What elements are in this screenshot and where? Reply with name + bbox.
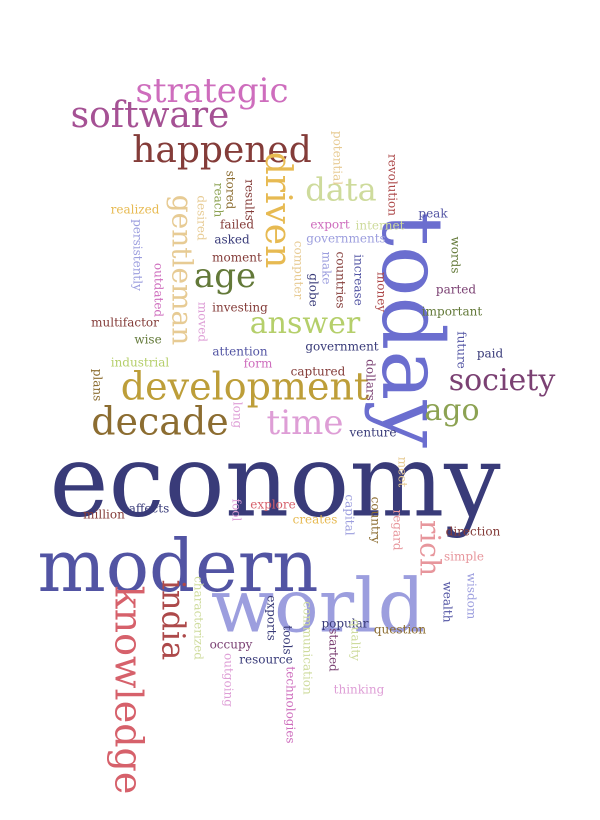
cloud-word: persistently (131, 219, 145, 291)
cloud-word: capital (343, 494, 357, 535)
cloud-word: gentleman (166, 195, 199, 346)
cloud-word: wealth (441, 582, 455, 623)
cloud-word: dollars (364, 359, 378, 401)
cloud-word: revolution (386, 154, 400, 216)
cloud-word: countries (334, 251, 348, 308)
cloud-word: country (369, 497, 383, 544)
cloud-word: internet (356, 219, 405, 233)
cloud-word: popular (321, 617, 368, 631)
cloud-word: software (71, 95, 230, 136)
cloud-word: important (422, 305, 483, 319)
cloud-word: reach (212, 183, 226, 218)
cloud-word: multifactor (91, 316, 159, 330)
cloud-word: quality (349, 619, 363, 661)
cloud-word: society (449, 363, 556, 398)
cloud-word: wisdom (465, 573, 479, 620)
cloud-word: failed (220, 218, 254, 232)
cloud-word: money (375, 272, 389, 312)
cloud-word: data (305, 171, 377, 209)
cloud-word: happened (132, 130, 312, 171)
cloud-word: captured (291, 365, 346, 379)
cloud-word: export (310, 218, 350, 232)
cloud-word: words (449, 236, 463, 273)
cloud-word: moved (196, 302, 210, 342)
cloud-word: computer (292, 241, 306, 300)
cloud-word: long (231, 402, 245, 429)
cloud-word: investing (212, 301, 268, 315)
cloud-word: economy (49, 423, 501, 540)
cloud-word: rich (414, 520, 447, 576)
cloud-word: make (320, 252, 334, 285)
cloud-word: venture (349, 426, 397, 440)
cloud-word: million (83, 508, 125, 522)
cloud-word: desired (195, 195, 209, 241)
cloud-word: industrial (111, 356, 170, 370)
cloud-word: plans (91, 369, 105, 402)
cloud-word: started (327, 628, 341, 672)
cloud-word: governments (306, 232, 385, 246)
cloud-word: world (211, 563, 425, 649)
cloud-word: wise (134, 333, 161, 347)
cloud-word: india (155, 580, 193, 661)
cloud-word: question (374, 623, 427, 637)
cloud-word: communication (301, 601, 315, 695)
cloud-word: affects (129, 502, 169, 516)
cloud-word: outgoing (222, 653, 236, 707)
cloud-word: development (121, 365, 369, 409)
cloud-word: realized (111, 203, 160, 217)
cloud-word: tools (281, 625, 295, 654)
cloud-word: strategic (135, 71, 288, 111)
cloud-word: technologies (284, 666, 298, 743)
cloud-word: form (244, 357, 273, 371)
cloud-word: potential (331, 131, 345, 185)
cloud-word: peak (418, 207, 448, 221)
cloud-word: thinking (334, 683, 385, 697)
cloud-word: direction (446, 525, 501, 539)
cloud-word: characterized (192, 576, 206, 660)
cloud-word: modern (37, 524, 318, 608)
cloud-word: exports (265, 595, 279, 641)
cloud-word: attention (212, 345, 268, 359)
cloud-word: today (363, 212, 461, 448)
cloud-word: meet (396, 457, 410, 488)
cloud-word: decade (91, 400, 229, 444)
cloud-word: simple (444, 550, 484, 564)
cloud-word: future (455, 331, 469, 369)
cloud-word: answer (250, 306, 361, 341)
cloud-word: explore (250, 498, 295, 512)
cloud-word: increase (352, 254, 366, 306)
cloud-word: asked (214, 233, 250, 247)
cloud-word: parted (436, 283, 476, 297)
cloud-word: stored (224, 171, 238, 210)
cloud-word: occupy (210, 638, 253, 652)
cloud-word: age (194, 256, 256, 296)
cloud-word: moment (212, 251, 262, 265)
cloud-word: outdated (152, 263, 166, 318)
cloud-word: knowledge (107, 586, 151, 795)
cloud-word: creates (293, 513, 338, 527)
cloud-word: regard (391, 509, 405, 550)
cloud-word: resource (239, 653, 293, 667)
cloud-word: globe (307, 273, 321, 307)
cloud-word: paid (477, 347, 504, 361)
cloud-word: time (267, 403, 344, 443)
cloud-word: results (243, 179, 257, 221)
cloud-word: government (305, 340, 378, 354)
cloud-word: fool (230, 499, 244, 522)
cloud-word: driven (257, 152, 298, 269)
cloud-word: ago (424, 393, 479, 428)
